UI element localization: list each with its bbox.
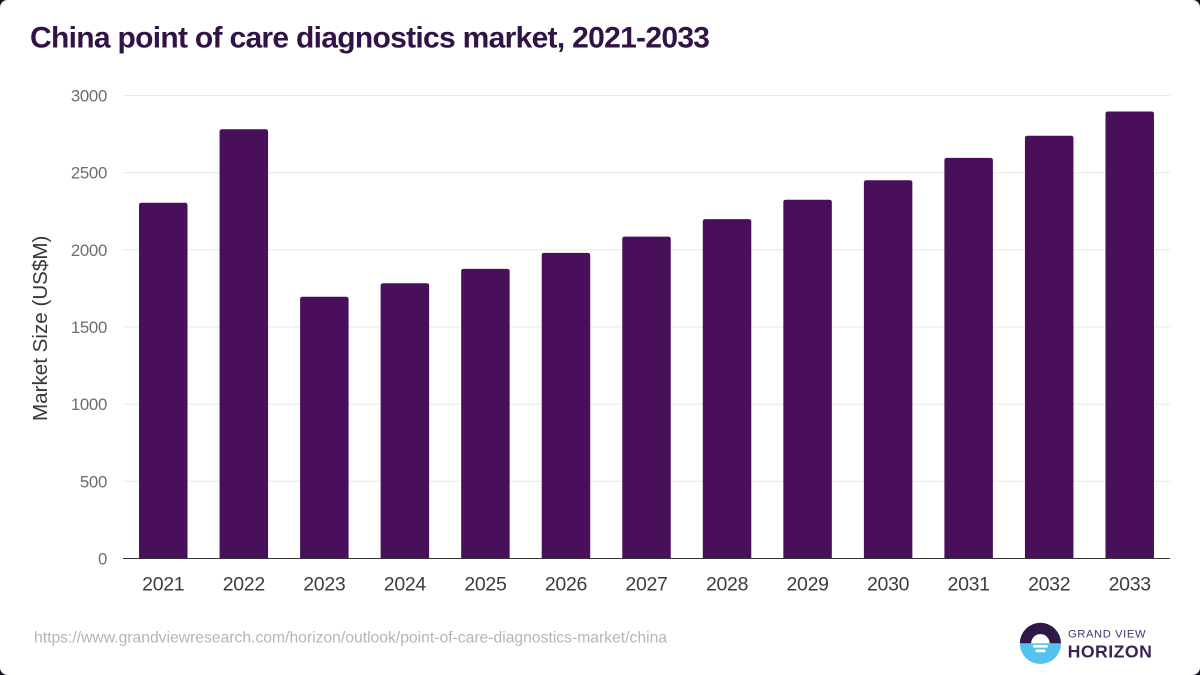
svg-text:2032: 2032 [1028, 574, 1070, 596]
svg-text:2027: 2027 [625, 574, 667, 596]
svg-text:2022: 2022 [223, 574, 265, 596]
svg-text:China point of care diagnostic: China point of care diagnostics market, … [30, 22, 709, 55]
svg-text:2021: 2021 [142, 574, 184, 596]
svg-text:GRAND VIEW: GRAND VIEW [1068, 629, 1146, 641]
svg-text:HORIZON: HORIZON [1068, 641, 1153, 661]
svg-text:1000: 1000 [71, 395, 107, 414]
svg-text:500: 500 [80, 472, 107, 491]
svg-text:2029: 2029 [786, 574, 828, 596]
svg-text:2000: 2000 [71, 241, 107, 260]
svg-text:Market Size (US$M): Market Size (US$M) [29, 236, 52, 421]
svg-text:https://www.grandviewresearch.: https://www.grandviewresearch.com/horizo… [34, 630, 667, 647]
svg-text:2025: 2025 [464, 574, 507, 596]
svg-text:0: 0 [98, 550, 107, 569]
svg-text:2033: 2033 [1109, 574, 1151, 596]
svg-text:2024: 2024 [384, 574, 427, 596]
svg-text:2028: 2028 [706, 574, 748, 596]
svg-text:2023: 2023 [303, 574, 345, 596]
svg-text:1500: 1500 [71, 318, 107, 337]
svg-text:2031: 2031 [948, 574, 990, 596]
svg-text:2026: 2026 [545, 574, 587, 596]
svg-text:3000: 3000 [71, 87, 107, 106]
svg-text:2030: 2030 [867, 574, 910, 596]
svg-text:2500: 2500 [71, 164, 107, 183]
